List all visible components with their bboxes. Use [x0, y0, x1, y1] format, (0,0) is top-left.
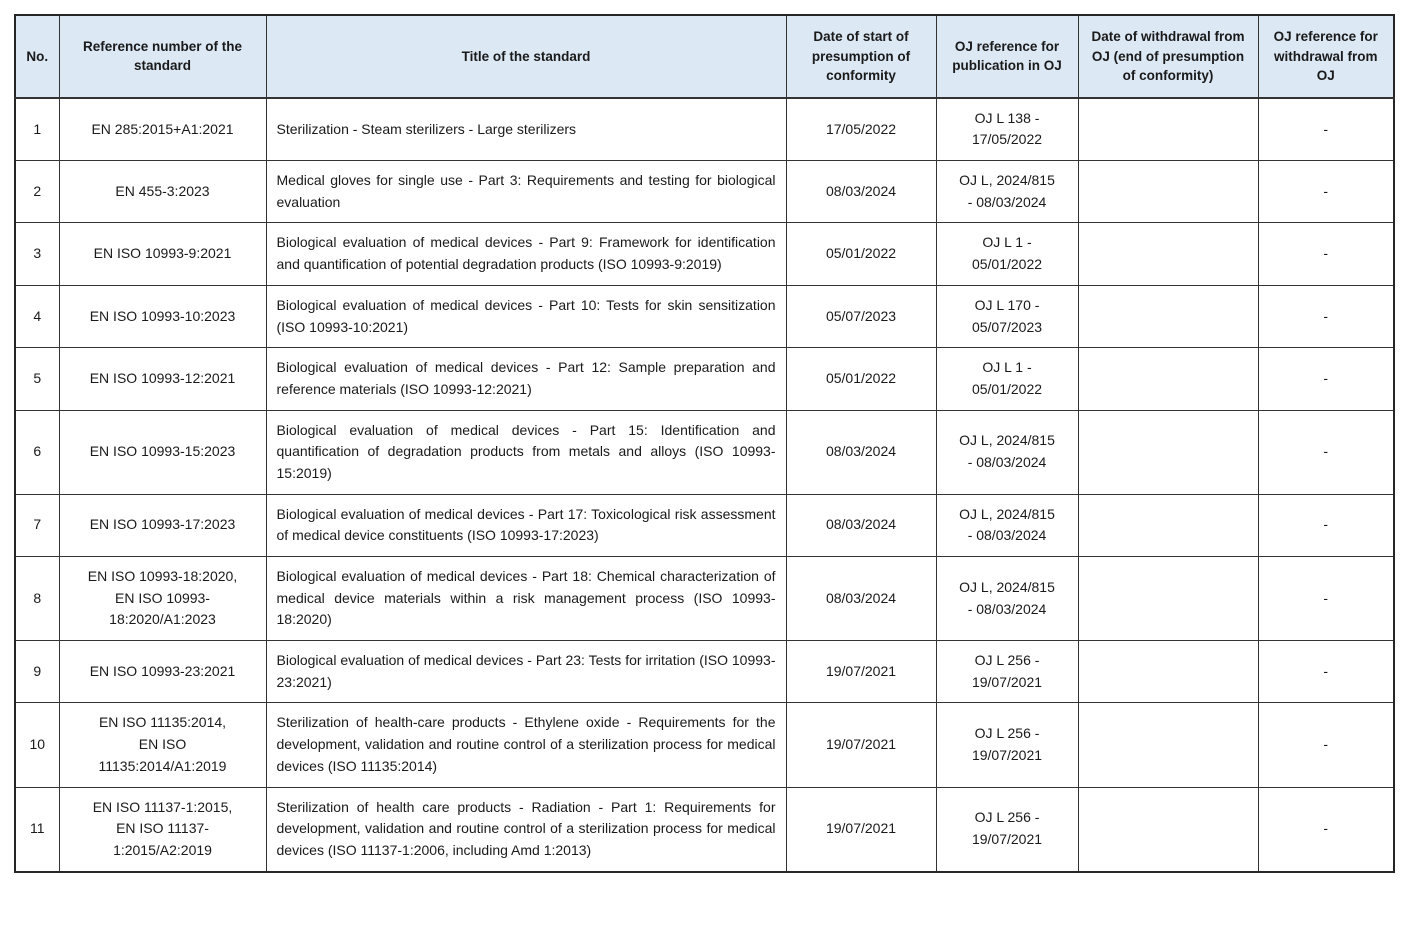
cell-row-number: 4: [14, 284, 60, 349]
cell-date-start: 08/03/2024: [785, 160, 937, 224]
harmonised-standards-table: No. Reference number of the standard Tit…: [14, 14, 1395, 873]
cell-reference-number: EN 285:2015+A1:2021: [58, 97, 267, 162]
table-row: 8 EN ISO 10993-18:2020, EN ISO 10993- 18…: [14, 555, 1395, 642]
header-oj-publication: OJ reference for publication in OJ: [935, 14, 1079, 99]
cell-title: Biological evaluation of medical devices…: [265, 347, 787, 411]
cell-date-withdrawal: [1077, 702, 1259, 788]
cell-oj-publication: OJ L 1 - 05/01/2022: [935, 222, 1079, 286]
table-row: 11 EN ISO 11137-1:2015, EN ISO 11137- 1:…: [14, 786, 1395, 873]
cell-date-start: 19/07/2021: [785, 786, 937, 873]
table-row: 6 EN ISO 10993-15:2023 Biological evalua…: [14, 409, 1395, 495]
cell-reference-number: EN ISO 10993-23:2021: [58, 640, 267, 704]
cell-oj-withdrawal: -: [1257, 97, 1395, 162]
cell-oj-publication: OJ L 256 - 19/07/2021: [935, 702, 1079, 788]
cell-oj-withdrawal: -: [1257, 222, 1395, 286]
cell-row-number: 2: [14, 160, 60, 224]
cell-date-start: 19/07/2021: [785, 702, 937, 788]
table-row: 5 EN ISO 10993-12:2021 Biological evalua…: [14, 347, 1395, 411]
cell-date-start: 19/07/2021: [785, 640, 937, 704]
header-no: No.: [14, 14, 60, 99]
document-page: No. Reference number of the standard Tit…: [14, 14, 1395, 873]
cell-row-number: 7: [14, 493, 60, 558]
cell-reference-number: EN 455-3:2023: [58, 160, 267, 224]
cell-oj-publication: OJ L 1 - 05/01/2022: [935, 347, 1079, 411]
cell-date-withdrawal: [1077, 222, 1259, 286]
cell-oj-withdrawal: -: [1257, 702, 1395, 788]
cell-oj-withdrawal: -: [1257, 555, 1395, 642]
header-reference-number: Reference number of the standard: [58, 14, 267, 99]
cell-oj-withdrawal: -: [1257, 640, 1395, 704]
cell-title: Medical gloves for single use - Part 3: …: [265, 160, 787, 224]
cell-row-number: 3: [14, 222, 60, 286]
table-row: 7 EN ISO 10993-17:2023 Biological evalua…: [14, 493, 1395, 558]
cell-date-start: 17/05/2022: [785, 97, 937, 162]
cell-oj-withdrawal: -: [1257, 347, 1395, 411]
cell-reference-number: EN ISO 10993-18:2020, EN ISO 10993- 18:2…: [58, 555, 267, 642]
cell-oj-publication: OJ L 170 - 05/07/2023: [935, 284, 1079, 349]
cell-title: Sterilization of health care products - …: [265, 786, 787, 873]
cell-date-start: 08/03/2024: [785, 409, 937, 495]
cell-row-number: 10: [14, 702, 60, 788]
table-header-row: No. Reference number of the standard Tit…: [14, 14, 1395, 99]
cell-oj-withdrawal: -: [1257, 786, 1395, 873]
cell-date-start: 08/03/2024: [785, 555, 937, 642]
table-row: 3 EN ISO 10993-9:2021 Biological evaluat…: [14, 222, 1395, 286]
cell-date-withdrawal: [1077, 409, 1259, 495]
cell-reference-number: EN ISO 11137-1:2015, EN ISO 11137- 1:201…: [58, 786, 267, 873]
cell-date-withdrawal: [1077, 640, 1259, 704]
cell-date-start: 05/01/2022: [785, 347, 937, 411]
cell-reference-number: EN ISO 10993-12:2021: [58, 347, 267, 411]
cell-date-withdrawal: [1077, 786, 1259, 873]
cell-row-number: 11: [14, 786, 60, 873]
cell-oj-withdrawal: -: [1257, 284, 1395, 349]
cell-row-number: 1: [14, 97, 60, 162]
table-row: 10 EN ISO 11135:2014, EN ISO 11135:2014/…: [14, 702, 1395, 788]
cell-oj-withdrawal: -: [1257, 493, 1395, 558]
table-row: 4 EN ISO 10993-10:2023 Biological evalua…: [14, 284, 1395, 349]
cell-oj-publication: OJ L, 2024/815 - 08/03/2024: [935, 555, 1079, 642]
cell-reference-number: EN ISO 10993-15:2023: [58, 409, 267, 495]
cell-title: Sterilization of health-care products - …: [265, 702, 787, 788]
cell-reference-number: EN ISO 10993-10:2023: [58, 284, 267, 349]
cell-title: Biological evaluation of medical devices…: [265, 493, 787, 558]
cell-date-withdrawal: [1077, 97, 1259, 162]
standards-table-body: 1 EN 285:2015+A1:2021 Sterilization - St…: [14, 97, 1395, 873]
table-row: 1 EN 285:2015+A1:2021 Sterilization - St…: [14, 97, 1395, 162]
cell-date-start: 08/03/2024: [785, 493, 937, 558]
table-row: 9 EN ISO 10993-23:2021 Biological evalua…: [14, 640, 1395, 704]
header-date-withdrawal: Date of withdrawal from OJ (end of presu…: [1077, 14, 1259, 99]
cell-date-withdrawal: [1077, 160, 1259, 224]
cell-reference-number: EN ISO 10993-17:2023: [58, 493, 267, 558]
header-title: Title of the standard: [265, 14, 787, 99]
cell-oj-publication: OJ L, 2024/815 - 08/03/2024: [935, 409, 1079, 495]
cell-oj-publication: OJ L, 2024/815 - 08/03/2024: [935, 160, 1079, 224]
cell-reference-number: EN ISO 10993-9:2021: [58, 222, 267, 286]
cell-row-number: 9: [14, 640, 60, 704]
cell-title: Biological evaluation of medical devices…: [265, 409, 787, 495]
header-date-start-conformity: Date of start of presumption of conformi…: [785, 14, 937, 99]
cell-title: Biological evaluation of medical devices…: [265, 555, 787, 642]
cell-row-number: 5: [14, 347, 60, 411]
cell-title: Biological evaluation of medical devices…: [265, 284, 787, 349]
header-oj-withdrawal: OJ reference for withdrawal from OJ: [1257, 14, 1395, 99]
cell-date-start: 05/07/2023: [785, 284, 937, 349]
cell-oj-publication: OJ L, 2024/815 - 08/03/2024: [935, 493, 1079, 558]
cell-row-number: 8: [14, 555, 60, 642]
cell-title: Sterilization - Steam sterilizers - Larg…: [265, 97, 787, 162]
cell-date-withdrawal: [1077, 347, 1259, 411]
cell-oj-withdrawal: -: [1257, 160, 1395, 224]
cell-oj-publication: OJ L 256 - 19/07/2021: [935, 786, 1079, 873]
cell-date-start: 05/01/2022: [785, 222, 937, 286]
cell-date-withdrawal: [1077, 493, 1259, 558]
cell-oj-withdrawal: -: [1257, 409, 1395, 495]
cell-date-withdrawal: [1077, 284, 1259, 349]
cell-oj-publication: OJ L 138 - 17/05/2022: [935, 97, 1079, 162]
cell-date-withdrawal: [1077, 555, 1259, 642]
table-row: 2 EN 455-3:2023 Medical gloves for singl…: [14, 160, 1395, 224]
cell-title: Biological evaluation of medical devices…: [265, 640, 787, 704]
cell-title: Biological evaluation of medical devices…: [265, 222, 787, 286]
cell-reference-number: EN ISO 11135:2014, EN ISO 11135:2014/A1:…: [58, 702, 267, 788]
cell-row-number: 6: [14, 409, 60, 495]
cell-oj-publication: OJ L 256 - 19/07/2021: [935, 640, 1079, 704]
